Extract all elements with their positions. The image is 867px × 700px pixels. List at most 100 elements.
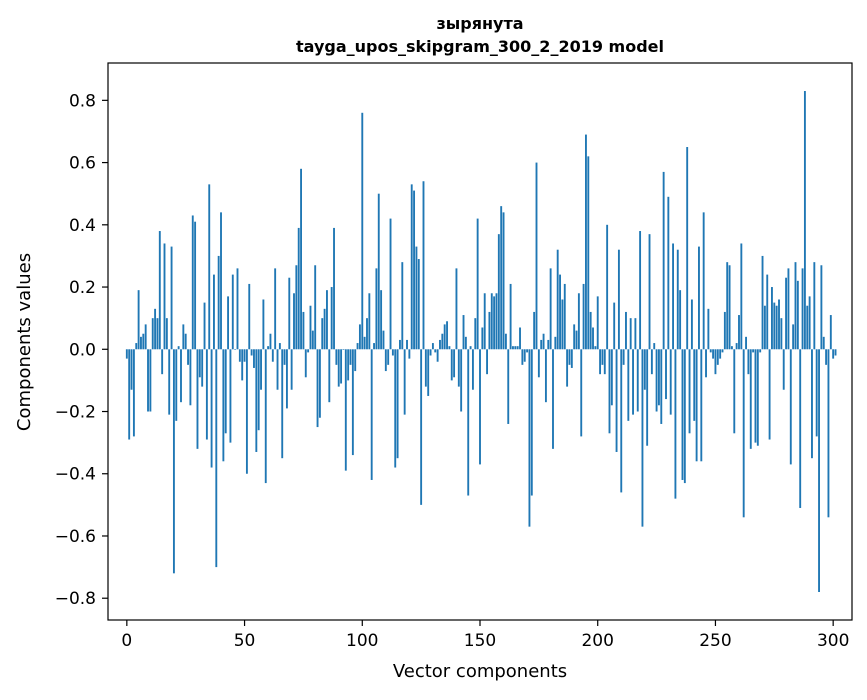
bar-182: [554, 336, 557, 350]
bar-147: [471, 349, 474, 390]
bar-154: [488, 311, 491, 350]
bar-104: [370, 349, 373, 480]
bar-243: [698, 246, 700, 350]
bar-86: [328, 349, 331, 403]
bar-266: [752, 349, 755, 353]
bar-234: [676, 249, 679, 350]
bar-35: [208, 184, 211, 350]
bar-79: [311, 330, 314, 350]
bar-96: [351, 349, 354, 456]
bar-67: [283, 349, 286, 365]
bar-229: [665, 349, 667, 400]
bar-239: [688, 349, 691, 434]
bar-53: [250, 349, 253, 356]
ticks-group: 0 50 100 150 200 250 300 −0.8 −0.6 −0.4 −0.2 0.0 0.2…: [55, 91, 850, 651]
bar-10: [149, 349, 152, 412]
bar-115: [396, 349, 399, 459]
bar-83: [321, 318, 324, 350]
bar-84: [323, 308, 326, 350]
bar-281: [787, 268, 790, 350]
bar-284: [794, 262, 797, 350]
bar-126: [422, 181, 425, 350]
bar-156: [493, 296, 496, 350]
plot-frame: [107, 62, 853, 621]
bar-98: [356, 343, 359, 350]
bar-293: [815, 349, 818, 437]
bar-258: [733, 349, 736, 434]
bar-265: [749, 349, 752, 449]
bar-71: [293, 293, 295, 350]
bar-89: [335, 349, 338, 365]
bar-28: [191, 215, 194, 350]
bar-27: [189, 349, 192, 406]
bar-138: [450, 349, 453, 381]
y-tick-label: 0.2: [69, 278, 96, 298]
bar-169: [523, 349, 526, 362]
bar-296: [822, 336, 825, 350]
bar-271: [763, 305, 766, 350]
bar-194: [582, 283, 585, 350]
bar-164: [512, 346, 514, 350]
bar-220: [643, 349, 646, 390]
bar-262: [742, 349, 745, 518]
bar-268: [756, 349, 759, 446]
bar-112: [389, 218, 392, 350]
bar-46: [234, 349, 237, 350]
bar-58: [262, 299, 265, 350]
bar-209: [617, 249, 620, 350]
bar-50: [243, 349, 246, 362]
bar-32: [201, 349, 204, 387]
bar-64: [276, 349, 279, 390]
bar-55: [255, 349, 258, 452]
bar-196: [587, 156, 590, 350]
bar-5: [137, 290, 140, 350]
bar-119: [406, 339, 408, 350]
bar-286: [799, 349, 802, 508]
bar-252: [719, 349, 722, 359]
bar-20: [172, 349, 175, 574]
bar-137: [448, 346, 451, 350]
bar-62: [271, 349, 274, 362]
bar-31: [198, 349, 201, 378]
bar-208: [615, 349, 618, 452]
bar-9: [147, 349, 149, 412]
bar-207: [613, 302, 616, 350]
bar-7: [142, 333, 145, 350]
bar-275: [773, 302, 776, 350]
bar-227: [660, 349, 663, 424]
bar-254: [723, 311, 726, 350]
bar-150: [479, 349, 481, 465]
bar-82: [318, 349, 321, 418]
bar-241: [693, 349, 696, 421]
bar-232: [672, 243, 674, 350]
bar-235: [679, 290, 682, 350]
bar-263: [745, 336, 747, 350]
bar-292: [813, 262, 816, 350]
bar-65: [278, 343, 281, 350]
bar-259: [735, 343, 738, 350]
bar-158: [497, 234, 500, 350]
bar-221: [646, 349, 649, 446]
bar-120: [408, 349, 411, 359]
bar-187: [566, 349, 569, 387]
bar-246: [705, 349, 707, 378]
bar-251: [716, 349, 719, 365]
bar-289: [806, 305, 809, 350]
bar-93: [344, 349, 347, 471]
bar-38: [215, 349, 218, 568]
bar-0: [125, 349, 128, 359]
bar-288: [803, 91, 806, 350]
bar-73: [297, 227, 300, 350]
bar-100: [361, 112, 364, 350]
bar-130: [431, 343, 434, 350]
y-tick-label: −0.8: [55, 589, 96, 609]
bar-131: [434, 349, 437, 353]
bar-66: [281, 349, 284, 459]
x-tick-label: 300: [817, 631, 849, 651]
bar-192: [577, 293, 580, 350]
bar-181: [552, 349, 554, 449]
bar-170: [526, 349, 529, 353]
bar-298: [827, 349, 830, 518]
bar-294: [818, 349, 820, 592]
